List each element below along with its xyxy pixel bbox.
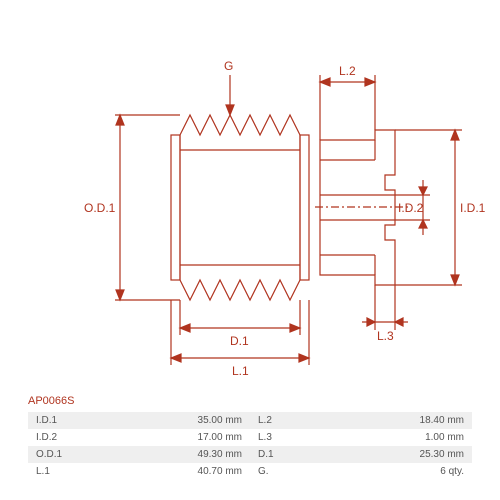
spec-value: 1.00 mm [316, 429, 472, 446]
spec-key: I.D.2 [28, 429, 94, 446]
spec-key: L.1 [28, 463, 94, 480]
table-row: I.D.2 17.00 mm L.3 1.00 mm [28, 429, 472, 446]
label-od1: O.D.1 [84, 201, 116, 215]
spec-key: L.3 [250, 429, 316, 446]
spec-key: O.D.1 [28, 446, 94, 463]
spec-value: 49.30 mm [94, 446, 250, 463]
table-row: O.D.1 49.30 mm D.1 25.30 mm [28, 446, 472, 463]
spec-value: 35.00 mm [94, 412, 250, 429]
spec-key: G. [250, 463, 316, 480]
label-l2: L.2 [339, 64, 356, 78]
spec-value: 25.30 mm [316, 446, 472, 463]
label-d1: D.1 [230, 334, 249, 348]
label-id2: I.D.2 [398, 201, 424, 215]
table-row: I.D.1 35.00 mm L.2 18.40 mm [28, 412, 472, 429]
label-l3: L.3 [377, 329, 394, 343]
spec-value: 40.70 mm [94, 463, 250, 480]
spec-table: I.D.1 35.00 mm L.2 18.40 mm I.D.2 17.00 … [28, 412, 472, 480]
spec-key: L.2 [250, 412, 316, 429]
spec-value: 6 qty. [316, 463, 472, 480]
part-number: AP0066S [28, 395, 74, 407]
spec-value: 17.00 mm [94, 429, 250, 446]
table-row: L.1 40.70 mm G. 6 qty. [28, 463, 472, 480]
technical-drawing: G O.D.1 D.1 L.1 L.2 L.3 I.D.2 I.D.1 [0, 0, 500, 395]
label-g: G [224, 59, 233, 73]
spec-key: D.1 [250, 446, 316, 463]
spec-value: 18.40 mm [316, 412, 472, 429]
spec-key: I.D.1 [28, 412, 94, 429]
label-id1: I.D.1 [460, 201, 486, 215]
label-l1: L.1 [232, 364, 249, 378]
